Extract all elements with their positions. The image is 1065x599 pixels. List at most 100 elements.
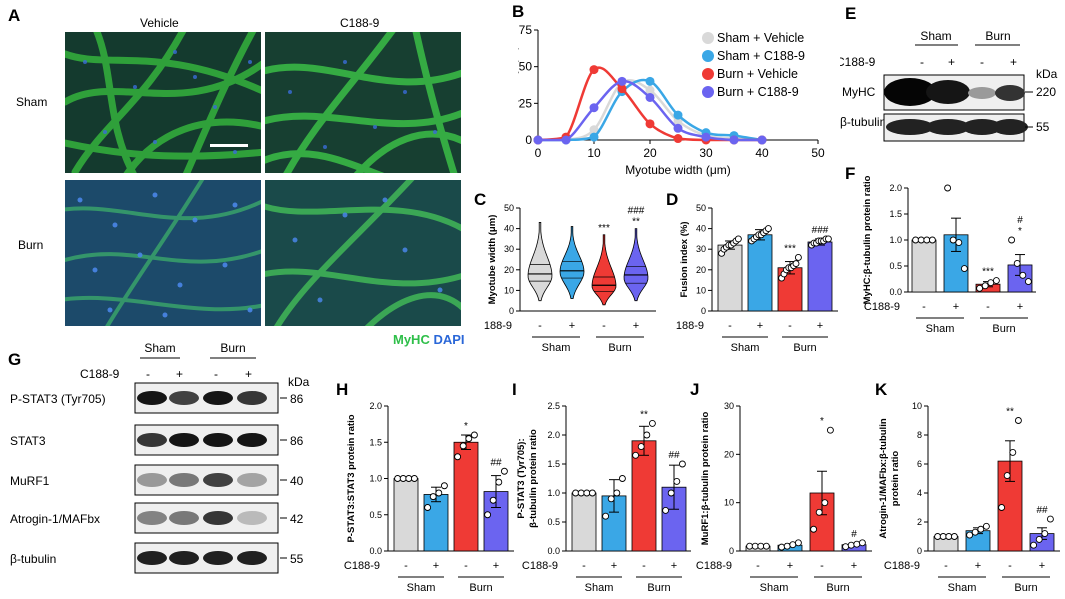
panel-label-k: K	[875, 380, 888, 399]
blot-e-band-2-1	[886, 119, 934, 135]
stain-legend: MyHC DAPI	[393, 332, 465, 347]
chart-k-ytick-label-2: 4	[917, 488, 922, 498]
chart-f-point-1-2	[917, 236, 925, 244]
blot-e-band-1-2	[926, 80, 970, 104]
chart-j-annotation-2: #	[851, 529, 857, 540]
chart-b-legend-marker-4	[702, 86, 714, 98]
chart-b-legend-label-4: Burn + C188-9	[717, 85, 799, 99]
chart-d-point-4-8	[824, 235, 832, 243]
blot-e-kda-2: 55	[1036, 120, 1050, 134]
blot-e-lane-2: +	[948, 55, 955, 69]
chart-b-ytick-label-0: 0	[525, 133, 532, 147]
chart-h-point-3-3	[465, 435, 473, 443]
blot-g-group-burn: Burn	[220, 341, 245, 355]
panel-label-f: F	[845, 164, 856, 183]
chart-f-ytick-label-3: 1.5	[889, 209, 902, 219]
chart-f-group-label-2: Burn	[992, 323, 1015, 335]
chart-c-violin-4	[623, 228, 649, 302]
blot-g-band-label-2: STAT3	[10, 434, 46, 448]
chart-d-group-label-1: Sham	[731, 342, 760, 354]
chart-d-point-1-8	[734, 235, 742, 243]
blot-g-kda-2: 86	[290, 434, 304, 448]
chart-k-sign-1: -	[944, 560, 948, 572]
blot-e-band-2-4	[992, 119, 1028, 135]
chart-i-treatment-label: C188-9	[522, 560, 558, 572]
chart-j-point-3-2	[815, 508, 823, 516]
chart-k-annotation-1: **	[1006, 407, 1014, 418]
chart-h-point-2-4	[440, 482, 448, 490]
chart-j-point-2-4	[794, 539, 802, 547]
chart-k-point-4-2	[1035, 535, 1043, 543]
micrograph-sham-c188-9	[265, 32, 461, 173]
chart-b-point-3-3	[589, 65, 599, 75]
blot-g-band-label-3: MuRF1	[10, 474, 50, 488]
blot-g-lane-3: -	[214, 367, 218, 381]
blot-e-band-1-4	[995, 85, 1025, 101]
chart-j-ytick-label-1: 10	[724, 498, 734, 508]
blot-g-band-2-2	[169, 433, 199, 447]
chart-c-sign-1: -	[538, 320, 542, 332]
panel-label-c: C	[474, 190, 487, 209]
chart-f-point-4-3	[1019, 271, 1027, 279]
chart-f-point-4-2	[1013, 259, 1021, 267]
chart-i-point-2-4	[618, 475, 626, 482]
chart-b-point-1-5	[645, 85, 655, 95]
blot-e-kda-1: 220	[1036, 85, 1056, 99]
blot-e-group-sham: Sham	[920, 29, 951, 43]
chart-f-sign-4: +	[1017, 301, 1023, 313]
blot-e-group-burn: Burn	[985, 29, 1010, 43]
chart-j-sign-4: +	[851, 560, 857, 572]
chart-i-sign-4: +	[671, 560, 677, 572]
chart-h-group-label-2: Burn	[469, 582, 492, 594]
chart-i-point-1-3	[583, 489, 591, 497]
chart-j-point-2-2	[783, 542, 791, 550]
chart-k-point-4-4	[1046, 515, 1054, 523]
micrograph-burn-vehicle	[65, 180, 261, 326]
chart-k-point-3-1	[998, 504, 1006, 511]
chart-f-ylabel: MyHC:β-tubulin protein ratio	[862, 175, 873, 304]
blot-g-band-5-2	[169, 551, 199, 565]
chart-k-point-3-4	[1014, 417, 1022, 424]
chart-f-point-1-1	[912, 236, 920, 244]
chart-b-legend-marker-1	[702, 32, 714, 44]
micrograph-sham-vehicle	[65, 32, 261, 173]
chart-j-point-3-4	[826, 426, 834, 434]
col-label-c188-9: C188-9	[340, 16, 380, 30]
panel-label-j: J	[690, 380, 700, 399]
chart-i-point-3-1	[632, 451, 640, 459]
chart-f-annotation-3: #	[1017, 215, 1023, 226]
chart-k-sign-4: +	[1039, 560, 1045, 572]
chart-k-point-2-3	[977, 525, 985, 533]
chart-j-ytick-label-3: 30	[724, 401, 734, 411]
chart-b-point-4-1	[533, 135, 543, 145]
chart-h-point-3-1	[454, 453, 462, 461]
blot-g-band-4-3	[203, 511, 233, 525]
chart-d-bar-2	[747, 234, 773, 312]
chart-k-annotation-2: ##	[1036, 505, 1048, 516]
chart-b-ylabel: Frequency (%)	[518, 46, 519, 125]
chart-k: 0 2 4 6 8 10 Atrogin-1/MAFbx:β-tubulin protein …	[878, 401, 1060, 594]
blot-g-kda-5: 55	[290, 552, 304, 566]
chart-k-point-1-4	[950, 533, 958, 540]
chart-b-point-2-6	[673, 110, 683, 120]
chart-f-sign-1: -	[922, 301, 926, 313]
chart-d-sign-1: -	[728, 320, 732, 332]
chart-h-point-3-2	[459, 442, 467, 450]
chart-i-point-4-4	[678, 460, 686, 468]
chart-c-violin-1	[527, 222, 553, 302]
chart-h-group-label-1: Sham	[407, 582, 436, 594]
blot-g-band-1-4	[237, 391, 267, 405]
blot-g-treatment: C188-9	[80, 367, 120, 381]
chart-c-ytick-label-1: 10	[504, 285, 514, 295]
blot-g-band-4-4	[237, 511, 267, 525]
chart-j-sign-3: -	[820, 560, 824, 572]
chart-f-group-label-1: Sham	[926, 323, 955, 335]
blot-e-treatment: C188-9	[840, 55, 876, 69]
chart-b-point-1-3	[589, 125, 599, 135]
chart-f-ytick-label-2: 1.0	[889, 235, 902, 245]
chart-i-point-4-2	[667, 489, 675, 497]
chart-i-annotation-2: ##	[668, 450, 680, 461]
chart-b-ytick-label-2: 50	[519, 60, 533, 74]
chart-c-group-label-1: Sham	[542, 342, 571, 354]
